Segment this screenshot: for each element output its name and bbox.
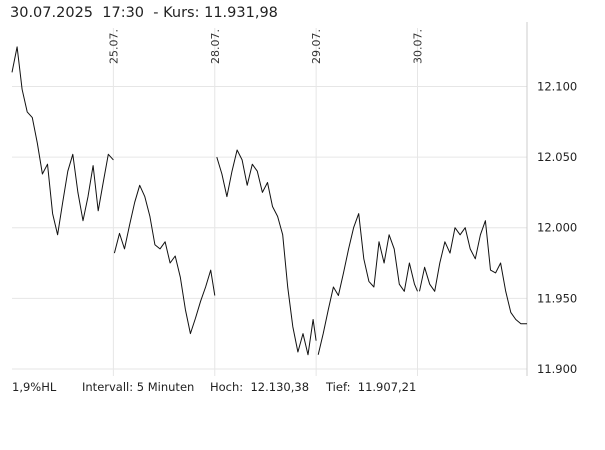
footer-high: Hoch: 12.130,38	[210, 380, 310, 394]
x-tick-label: 29.07.	[310, 29, 323, 64]
grid	[12, 28, 527, 376]
footer-interval: Intervall: 5 Minuten	[82, 380, 195, 394]
price-series	[11, 46, 528, 356]
y-axis-ticks: 12.100 12.050 12.000 11.950 11.900	[537, 79, 577, 375]
header-date: 30.07.2025	[10, 5, 94, 21]
y-tick-label: 12.100	[537, 79, 577, 93]
y-tick-label: 12.000	[537, 221, 577, 235]
series-line	[11, 46, 114, 236]
x-tick-label: 25.07.	[107, 29, 120, 64]
y-tick-label: 12.050	[537, 150, 577, 164]
chart-footer: 1,9%HL Intervall: 5 Minuten Hoch: 12.130…	[12, 380, 416, 450]
header-kurs-value: 11.931,98	[204, 5, 278, 21]
y-tick-label: 11.950	[537, 291, 577, 305]
series-line	[317, 213, 418, 355]
x-tick-label: 30.07.	[412, 29, 425, 64]
y-tick-label: 11.900	[537, 362, 577, 376]
footer-range-pct: 1,9%HL	[12, 380, 57, 394]
header-kurs-label: - Kurs:	[153, 5, 200, 21]
price-chart: 25.07. 28.07. 29.07. 30.07. 12.10012.05012.…	[11, 22, 577, 376]
chart-header: 30.07.2025 17:30 - Kurs: 11.931,98	[10, 5, 278, 21]
x-axis-ticks: 25.07. 28.07. 29.07. 30.07.	[107, 29, 424, 64]
footer-low: Tief: 11.907,21	[326, 380, 417, 394]
series-line	[419, 220, 528, 325]
header-time: 17:30	[102, 5, 145, 21]
series-line	[113, 184, 216, 335]
x-tick-label: 28.07.	[209, 29, 222, 64]
series-line	[216, 149, 317, 356]
